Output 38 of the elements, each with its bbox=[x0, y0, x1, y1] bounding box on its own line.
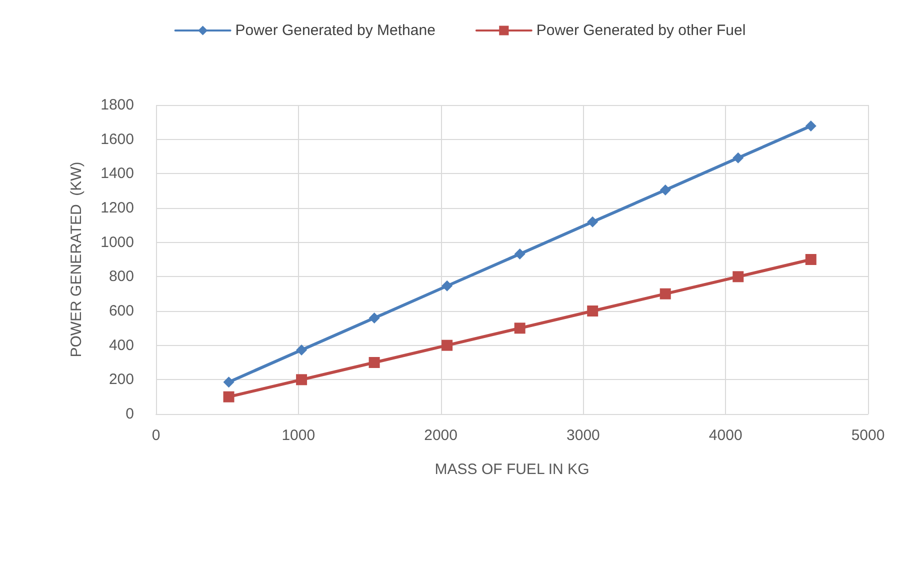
point bbox=[368, 357, 380, 368]
point bbox=[223, 391, 234, 402]
y-tick-label: 200 bbox=[108, 371, 134, 388]
legend-label: Power Generated by other Fuel bbox=[536, 22, 746, 39]
x-tick-label: 5000 bbox=[851, 427, 885, 444]
point bbox=[442, 280, 453, 292]
x-tick-label: 1000 bbox=[282, 427, 316, 444]
x-tick-label: 2000 bbox=[424, 427, 458, 444]
x-tick-label: 3000 bbox=[566, 427, 600, 444]
x-tick-label: 0 bbox=[152, 427, 160, 444]
y-tick-label: 0 bbox=[126, 406, 134, 422]
y-tick-label: 1000 bbox=[100, 234, 134, 251]
point bbox=[805, 254, 816, 265]
point bbox=[732, 152, 744, 164]
point bbox=[732, 271, 744, 282]
point bbox=[296, 374, 308, 386]
point bbox=[587, 216, 598, 228]
legend-label: Power Generated by Methane bbox=[235, 22, 436, 39]
y-tick-label: 800 bbox=[108, 268, 134, 286]
point bbox=[805, 120, 816, 132]
y-tick-label: 1400 bbox=[100, 165, 134, 182]
point bbox=[223, 376, 234, 388]
point bbox=[660, 288, 671, 300]
y-tick-label: 1200 bbox=[100, 200, 134, 216]
point bbox=[442, 340, 453, 351]
point bbox=[368, 312, 380, 324]
y-tick-label: 600 bbox=[108, 302, 134, 320]
x-axis-title: MASS OF FUEL IN KG bbox=[434, 461, 590, 478]
point bbox=[514, 248, 526, 260]
y-tick-label: 400 bbox=[108, 336, 134, 354]
y-tick-label: 1800 bbox=[100, 96, 134, 114]
y-tick-label: 1600 bbox=[100, 130, 134, 148]
point bbox=[587, 306, 598, 316]
point bbox=[296, 344, 308, 356]
x-tick-label: 4000 bbox=[708, 427, 742, 444]
point bbox=[660, 184, 671, 196]
point bbox=[514, 322, 526, 334]
y-axis-title: POWER GENERATED (KW) bbox=[68, 162, 85, 358]
